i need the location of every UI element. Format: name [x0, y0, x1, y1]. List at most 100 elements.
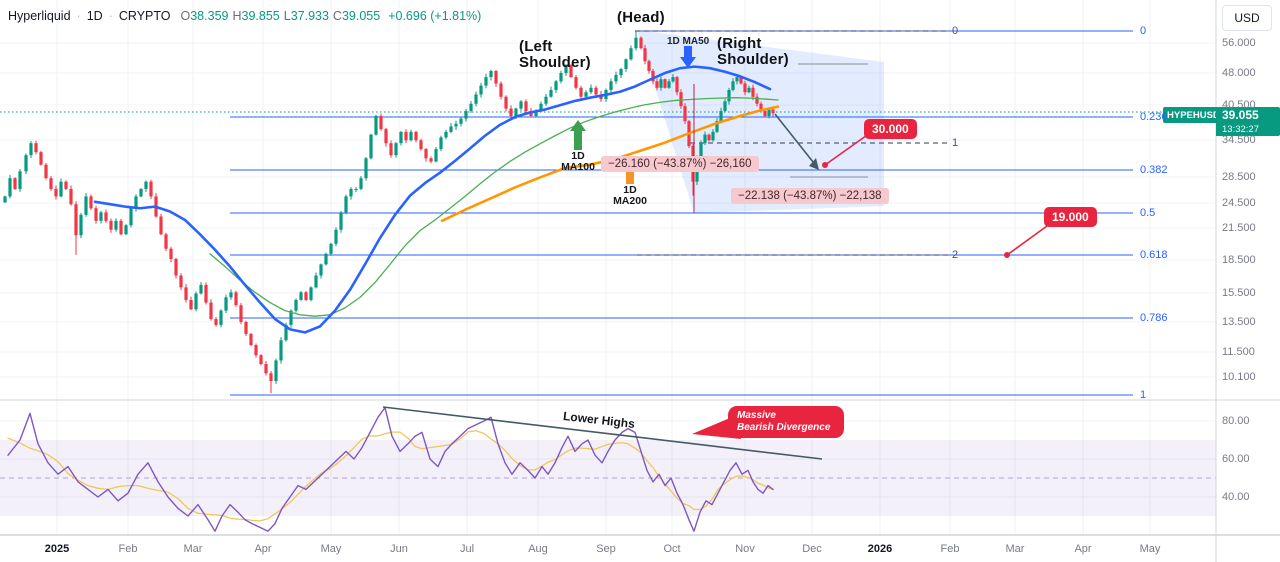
candle-body: [194, 293, 198, 310]
candle-body: [544, 96, 548, 104]
currency-usd-button[interactable]: USD: [1222, 5, 1272, 31]
measure-label-1[interactable]: −26.160 (−43.87%) −26,160: [601, 156, 759, 172]
candle-body: [314, 275, 318, 288]
candle-body: [54, 188, 58, 197]
price-scale-label: 10.100: [1222, 371, 1256, 383]
candle-body: [759, 103, 763, 112]
candle-body: [499, 83, 503, 97]
candle-body: [579, 87, 583, 97]
candle-body: [539, 103, 543, 112]
candle-body: [514, 108, 518, 117]
candle-body: [675, 77, 679, 93]
candle-body: [144, 181, 148, 189]
candle-body: [209, 302, 213, 320]
price-scale-label: 15.500: [1222, 287, 1256, 299]
time-scale-label: Jun: [390, 543, 408, 555]
bearish-divergence-callout[interactable]: Massive Bearish Divergence: [728, 406, 844, 438]
measure-label-2[interactable]: −22.138 (−43.87%) −22,138: [731, 188, 889, 204]
candle-body: [424, 149, 428, 159]
candle-body: [18, 171, 22, 189]
time-scale-label: Aug: [528, 543, 548, 555]
symbol-name[interactable]: Hyperliquid: [8, 9, 71, 23]
price-scale-label: 56.000: [1222, 37, 1256, 49]
candle-body: [334, 229, 338, 244]
extension-level-label: 0: [952, 25, 959, 37]
candle-body: [747, 87, 751, 93]
candle-body: [299, 292, 303, 300]
last-price-tag[interactable]: HYPEHUSD: [1163, 107, 1224, 123]
target-badge-30[interactable]: 30.000: [864, 119, 917, 139]
time-scale-label: Apr: [254, 543, 272, 555]
candle-body: [743, 83, 747, 93]
price-tag-symbol: HYPEHUSD: [1163, 107, 1224, 123]
candle-body: [89, 196, 93, 209]
candle-body: [735, 77, 739, 82]
callout-line2: Bearish Divergence: [737, 422, 831, 433]
candle-body: [229, 292, 233, 298]
ma50-down-arrow: [680, 46, 696, 68]
ohlc-values: O38.359 H39.855 L37.933 C39.055: [177, 9, 381, 23]
left-shoulder-line1: (Left: [519, 38, 553, 55]
price-scale-label: 13.500: [1222, 316, 1256, 328]
ma100-annotation-label[interactable]: 1D MA100: [552, 151, 604, 173]
candle-body: [494, 70, 498, 84]
candle-body: [509, 108, 513, 117]
fib-level-label: 1: [1140, 389, 1147, 401]
candle-body: [727, 89, 731, 102]
candle-body: [94, 208, 98, 221]
left-shoulder-label[interactable]: (Left Shoulder): [519, 39, 591, 71]
candle-body: [179, 275, 183, 288]
ma200-annotation-label[interactable]: 1D MA200: [604, 185, 656, 207]
time-scale-label: Feb: [118, 543, 138, 555]
candle-body: [109, 220, 113, 230]
candle-body: [439, 137, 443, 150]
candle-body: [629, 48, 633, 60]
candle-body: [484, 77, 488, 86]
price-scale-label: 21.500: [1222, 222, 1256, 234]
candle-body: [459, 118, 463, 124]
candle-body: [269, 373, 273, 382]
callout-line1: Massive: [737, 410, 776, 421]
candle-body: [324, 253, 328, 265]
candle-body: [344, 196, 348, 213]
candle-body: [74, 204, 78, 236]
candle-body: [164, 234, 168, 249]
candle-body: [29, 143, 33, 156]
right-shoulder-label[interactable]: (Right Shoulder): [717, 36, 789, 68]
candle-body: [124, 225, 128, 235]
candle-body: [284, 324, 288, 341]
candle-body: [8, 178, 12, 197]
candle-body: [519, 101, 523, 109]
candle-body: [184, 287, 188, 300]
candle-body: [619, 68, 623, 76]
candle-body: [634, 37, 638, 49]
head-label[interactable]: (Head): [617, 9, 665, 26]
candle-body: [659, 79, 663, 88]
price-scale-label: 18.500: [1222, 254, 1256, 266]
separator: ·: [76, 9, 81, 23]
candle-body: [624, 59, 628, 69]
candle-body: [49, 178, 53, 189]
candle-body: [574, 77, 578, 88]
currency-label: USD: [1234, 11, 1260, 25]
candle-body: [454, 123, 458, 127]
candle-body: [349, 188, 353, 197]
candle-body: [755, 96, 759, 104]
fib-level-label: 0.236: [1140, 111, 1168, 123]
ohlc-value: 37.933: [290, 9, 329, 23]
candle-body: [359, 178, 363, 189]
candle-body: [569, 65, 573, 78]
target-dot: [1004, 252, 1010, 258]
ma50-annotation-label[interactable]: 1D MA50: [667, 36, 710, 47]
ma100-line: [209, 97, 779, 317]
fib-level-label: 0.382: [1140, 164, 1168, 176]
candle-body: [679, 92, 683, 107]
last-price-badge[interactable]: 39.055 13:32:27: [1216, 107, 1280, 136]
fib-level-label: 0.786: [1140, 312, 1168, 324]
candle-body: [444, 131, 448, 138]
extension-level-label: 1: [952, 137, 959, 149]
target-badge-19[interactable]: 19.000: [1044, 207, 1097, 227]
time-scale-label: Mar: [183, 543, 203, 555]
timeframe[interactable]: 1D: [86, 9, 103, 23]
